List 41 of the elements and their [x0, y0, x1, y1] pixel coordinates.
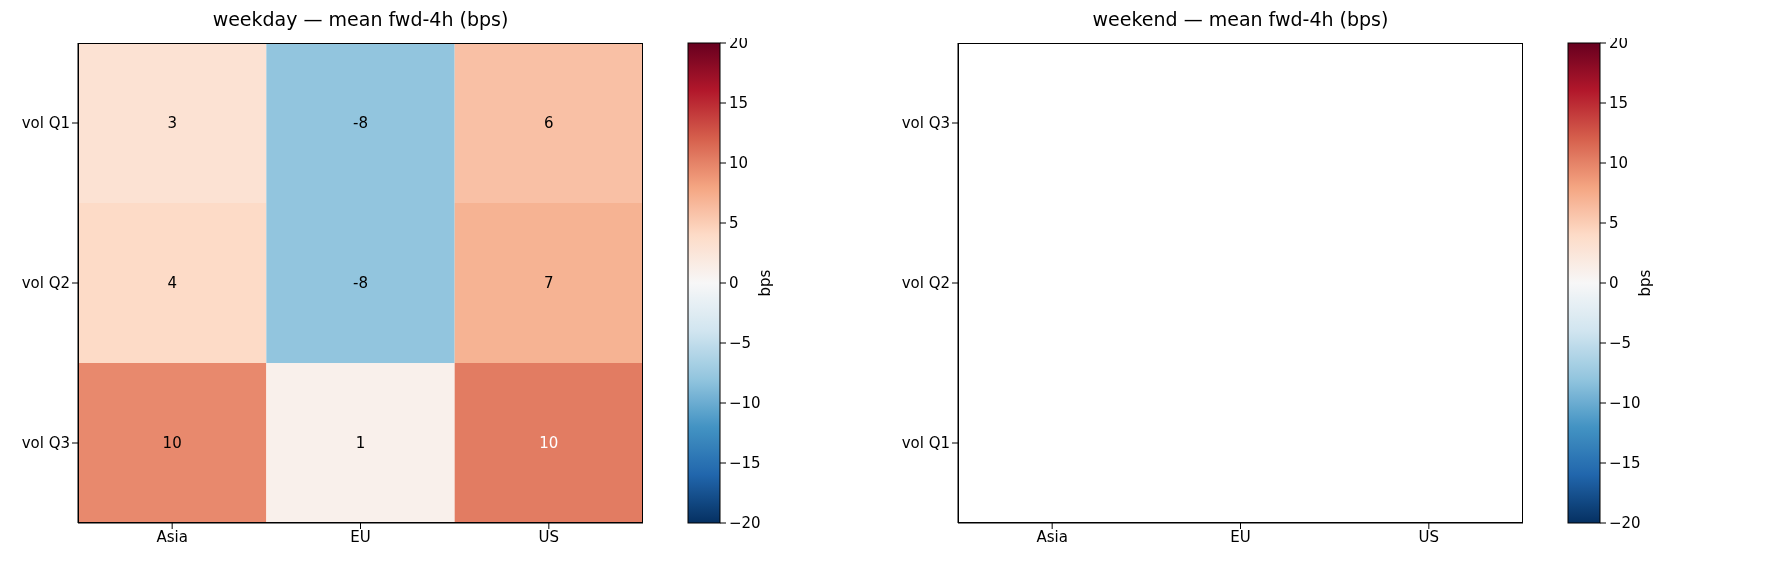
- data-label: 6: [544, 114, 554, 132]
- x-tick-label: Asia: [156, 527, 188, 546]
- x-tick-label: EU: [350, 527, 371, 546]
- x-tick-label: Asia: [1036, 527, 1068, 546]
- data-label: 10: [162, 434, 182, 452]
- data-label: 10: [539, 434, 559, 452]
- data-label: 7: [544, 274, 554, 292]
- y-tick-label: vol Q3: [21, 434, 70, 453]
- color-bar-title: bps: [756, 269, 774, 297]
- color-bar-label: −10: [1609, 394, 1641, 412]
- color-bar-label: 15: [1609, 94, 1629, 112]
- color-bar-label: −20: [1609, 514, 1641, 532]
- data-label: -8: [353, 274, 368, 292]
- data-label: -8: [353, 114, 368, 132]
- y-tick-label: vol Q1: [901, 434, 950, 453]
- color-bar-label: 0: [729, 274, 739, 292]
- chart-title: weekday — mean fwd-4h (bps): [211, 8, 510, 32]
- x-tick-label: US: [538, 527, 560, 546]
- color-bar-label: −10: [729, 394, 761, 412]
- y-tick-label: vol Q2: [21, 274, 70, 293]
- color-bar-label: −5: [729, 334, 752, 352]
- y-tick-label: vol Q2: [901, 274, 950, 293]
- color-bar-title: bps: [1636, 269, 1654, 297]
- color-bar-label: 0: [1609, 274, 1619, 292]
- color-bar-label: 10: [1609, 154, 1629, 172]
- data-label: 4: [167, 274, 177, 292]
- x-tick-label: US: [1418, 527, 1440, 546]
- color-bar-label: −5: [1609, 334, 1632, 352]
- chart-title: weekend — mean fwd-4h (bps): [1091, 8, 1390, 32]
- y-tick-label: vol Q3: [901, 114, 950, 133]
- x-tick-label: EU: [1230, 527, 1251, 546]
- color-bar-label: −15: [1609, 454, 1641, 472]
- color-bar-label: 5: [729, 214, 739, 232]
- color-bar-label: −20: [729, 514, 761, 532]
- color-bar-label: 5: [1609, 214, 1619, 232]
- data-label: 1: [355, 434, 366, 452]
- y-tick-label: vol Q1: [21, 114, 70, 133]
- color-bar-label: 10: [729, 154, 749, 172]
- data-label: 3: [167, 114, 177, 132]
- color-bar-label: 15: [729, 94, 749, 112]
- color-bar-label: −15: [729, 454, 761, 472]
